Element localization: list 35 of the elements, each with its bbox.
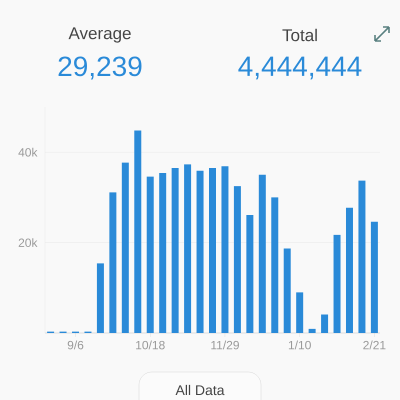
bar [109, 192, 116, 333]
y-tick-label: 20k [18, 238, 38, 247]
bar [271, 197, 278, 333]
bar [321, 314, 328, 333]
bar [284, 248, 291, 333]
bar [122, 162, 129, 333]
bar [184, 164, 192, 333]
text: Total [282, 28, 317, 42]
bar [370, 222, 378, 333]
bar [358, 180, 366, 333]
text: All Data [176, 384, 224, 396]
bar [234, 186, 241, 333]
bar [246, 215, 254, 333]
bar [134, 130, 142, 333]
bar [308, 328, 316, 333]
bar [334, 234, 341, 333]
x-tick-label: 2/21 [363, 340, 386, 350]
text: Average [68, 27, 131, 43]
bar [208, 168, 216, 333]
x-tick-label: 1/10 [288, 340, 311, 350]
bar [196, 170, 204, 333]
x-tick-label: 11/29 [211, 340, 239, 350]
bar [296, 292, 304, 333]
bar [258, 174, 266, 333]
bar [172, 168, 179, 333]
text: 29,239 [58, 56, 142, 80]
y-tick-label: 40k [18, 148, 38, 157]
x-tick-label: 9/6 [68, 340, 84, 350]
bar [96, 263, 104, 333]
bar [146, 176, 154, 333]
bar [159, 172, 166, 333]
bar [221, 166, 228, 333]
bar [346, 208, 353, 333]
x-tick-label: 10/18 [136, 340, 165, 350]
text: 4,444,444 [238, 56, 362, 80]
